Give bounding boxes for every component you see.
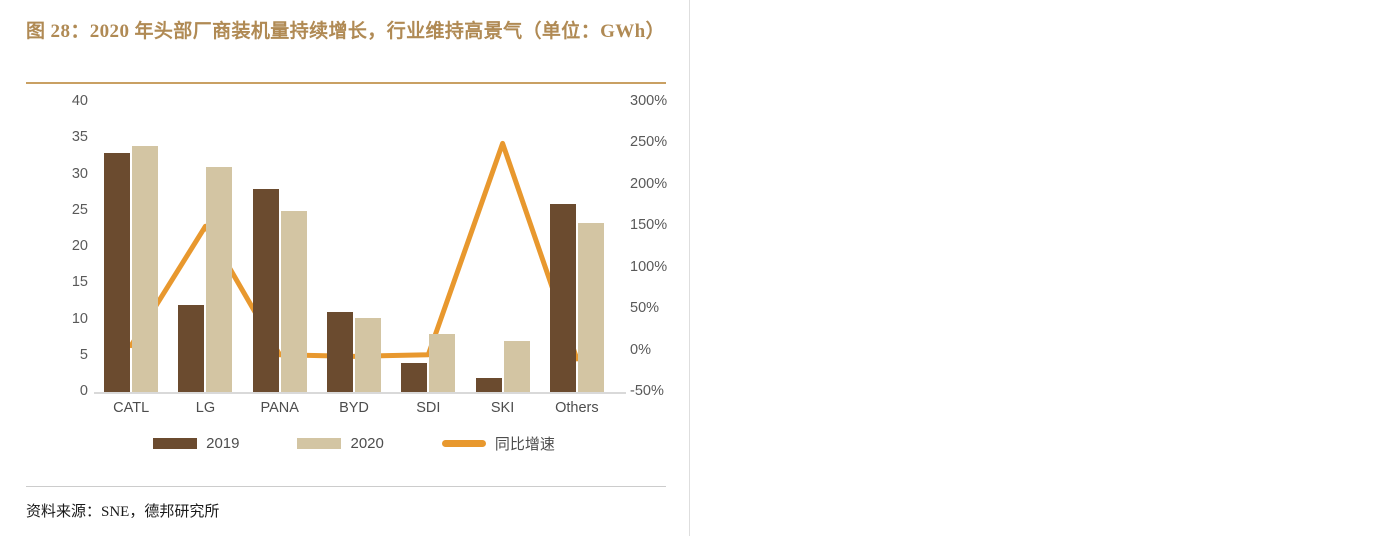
- bar-chart: 0 5 10 15 20 25 30 35 40 -50% 0% 50% 100% 150% 200% 25…: [26, 88, 668, 453]
- y-tick-label: 25: [71, 201, 88, 218]
- bar-2020: [132, 145, 159, 392]
- x-tick-label: Others: [555, 400, 599, 416]
- legend-label: 2020: [350, 435, 384, 452]
- legend-item[interactable]: 2020: [297, 435, 384, 452]
- legend-swatch-icon: [297, 438, 342, 449]
- secondary-y-tick-label: 300%: [630, 93, 668, 109]
- secondary-y-tick-label: 100%: [630, 258, 668, 275]
- bar-chart-legend: 2019 2020 同比增速: [94, 433, 614, 454]
- y-tick-label: 15: [71, 274, 88, 291]
- bar-2019: [549, 203, 576, 392]
- x-tick-label: SDI: [416, 400, 441, 416]
- bar-chart-baseline: [94, 392, 626, 394]
- x-tick-label: BYD: [339, 400, 369, 416]
- figure-28-title-rule: [26, 82, 666, 84]
- bar-2020: [429, 334, 456, 392]
- bar-2019: [104, 152, 131, 392]
- y-tick-label: 30: [71, 165, 88, 182]
- bar-2020: [503, 341, 530, 392]
- x-tick-label: LG: [195, 400, 216, 416]
- legend-item[interactable]: 2019: [153, 435, 239, 452]
- secondary-y-tick-label: 250%: [630, 134, 668, 151]
- bar-2019: [475, 377, 502, 392]
- bar-2019: [327, 312, 353, 392]
- bar-2019: [178, 305, 205, 392]
- x-tick-label: PANA: [260, 400, 299, 416]
- legend-label: 同比增速: [494, 437, 555, 453]
- figure-29-panel: 图 29：2020 年行业集中度整体提升，头部电池厂商竞争有所加剧 25%23%…: [690, 0, 1380, 536]
- bar-2020: [577, 223, 604, 392]
- secondary-y-tick-label: 200%: [630, 175, 668, 192]
- secondary-y-tick-label: 0%: [630, 341, 651, 358]
- y-tick-label: 10: [71, 310, 88, 327]
- bar-2020: [355, 318, 381, 392]
- growth-rate-polyline: [128, 140, 580, 362]
- figure-28-footer-rule: [26, 486, 666, 487]
- y-tick-label: 40: [71, 93, 88, 109]
- figure-28-source: 资料来源：SNE，德邦研究所: [26, 504, 220, 520]
- bar-2019: [252, 189, 279, 392]
- figure-28-panel: 图 28：2020 年头部厂商装机量持续增长，行业维持高景气（单位：GWh） 0…: [26, 21, 668, 520]
- growth-rate-line: [128, 140, 580, 362]
- secondary-y-tick-label: 150%: [630, 217, 668, 234]
- legend-label: 2019: [206, 435, 240, 452]
- x-tick-label: SKI: [490, 400, 515, 416]
- bar-2020: [280, 210, 307, 392]
- figure-28-title: 图 28：2020 年头部厂商装机量持续增长，行业维持高景气（单位：GWh）: [26, 21, 666, 42]
- x-tick-label: CATL: [113, 400, 150, 416]
- bar-2020: [206, 167, 233, 392]
- legend-line-icon: [441, 440, 486, 447]
- bar-2019: [401, 363, 428, 392]
- y-tick-label: 35: [71, 129, 88, 146]
- secondary-y-tick-label: -50%: [630, 383, 664, 399]
- legend-swatch-icon: [153, 438, 198, 449]
- bar-chart-plot-area: [94, 102, 614, 392]
- y-tick-label: 5: [79, 346, 88, 363]
- panel-divider: [689, 0, 690, 536]
- y-tick-label: 0: [79, 383, 88, 399]
- secondary-y-tick-label: 50%: [630, 300, 660, 317]
- y-tick-label: 20: [71, 238, 88, 254]
- legend-item[interactable]: 同比增速: [441, 433, 555, 454]
